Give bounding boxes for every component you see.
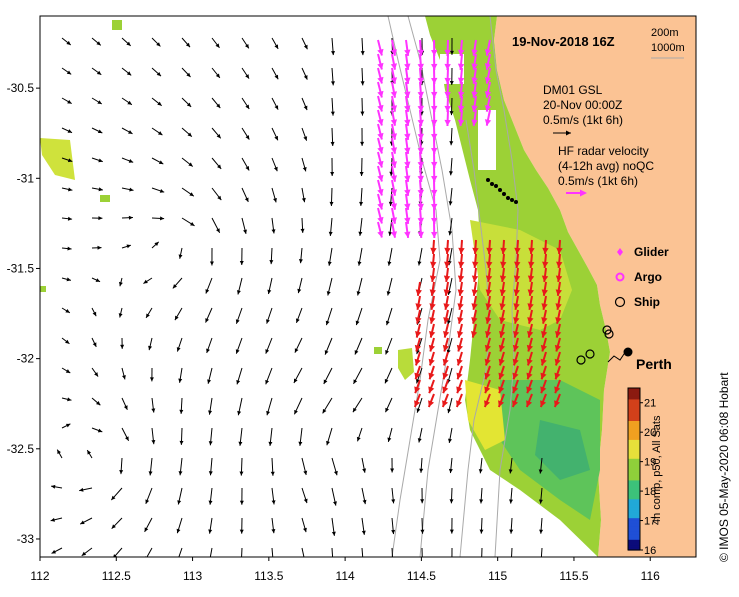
radar-label-line-1: HF radar velocity bbox=[558, 144, 649, 158]
legend-glider-label: Glider bbox=[634, 245, 669, 259]
colorbar-tick-label: 21 bbox=[644, 398, 656, 410]
y-tick-label: -31 bbox=[17, 171, 35, 185]
y-tick-label: -31.5 bbox=[7, 261, 35, 275]
x-tick-label: 114.5 bbox=[407, 569, 436, 583]
colorbar-tick-label: 16 bbox=[644, 545, 656, 557]
legend-argo-label: Argo bbox=[634, 270, 662, 284]
y-tick-label: -30.5 bbox=[7, 81, 35, 95]
model-label-line-2: 20-Nov 00:00Z bbox=[543, 98, 622, 112]
date-title: 19-Nov-2018 16Z bbox=[512, 34, 615, 49]
x-tick-label: 112.5 bbox=[102, 569, 131, 583]
x-tick-label: 114 bbox=[336, 569, 355, 583]
x-tick-label: 116 bbox=[641, 569, 660, 583]
x-tick-label: 115 bbox=[488, 569, 507, 583]
y-tick-label: -32 bbox=[17, 352, 35, 366]
radar-label-line-2: (4-12h avg) noQC bbox=[558, 159, 654, 173]
colorbar-title: 4h comp, p50, All Sats bbox=[651, 416, 663, 525]
isobath-label-1000m: 1000m bbox=[651, 42, 685, 54]
radar-label-line-3: 0.5m/s (1kt 6h) bbox=[558, 174, 638, 188]
y-tick-label: -33 bbox=[17, 532, 35, 546]
model-label-line-3: 0.5m/s (1kt 6h) bbox=[543, 113, 623, 127]
x-tick-label: 115.5 bbox=[559, 569, 588, 583]
legend-ship-label: Ship bbox=[634, 295, 660, 309]
x-tick-label: 112 bbox=[30, 569, 49, 583]
isobath-label-200m: 200m bbox=[651, 27, 679, 39]
model-label-line-1: DM01 GSL bbox=[543, 83, 603, 97]
y-tick-label: -32.5 bbox=[7, 442, 35, 456]
perth-label: Perth bbox=[636, 356, 672, 372]
credit-text: © IMOS 05-May-2020 06:08 Hobart bbox=[717, 372, 731, 562]
x-tick-label: 113 bbox=[183, 569, 202, 583]
x-tick-label: 113.5 bbox=[254, 569, 283, 583]
